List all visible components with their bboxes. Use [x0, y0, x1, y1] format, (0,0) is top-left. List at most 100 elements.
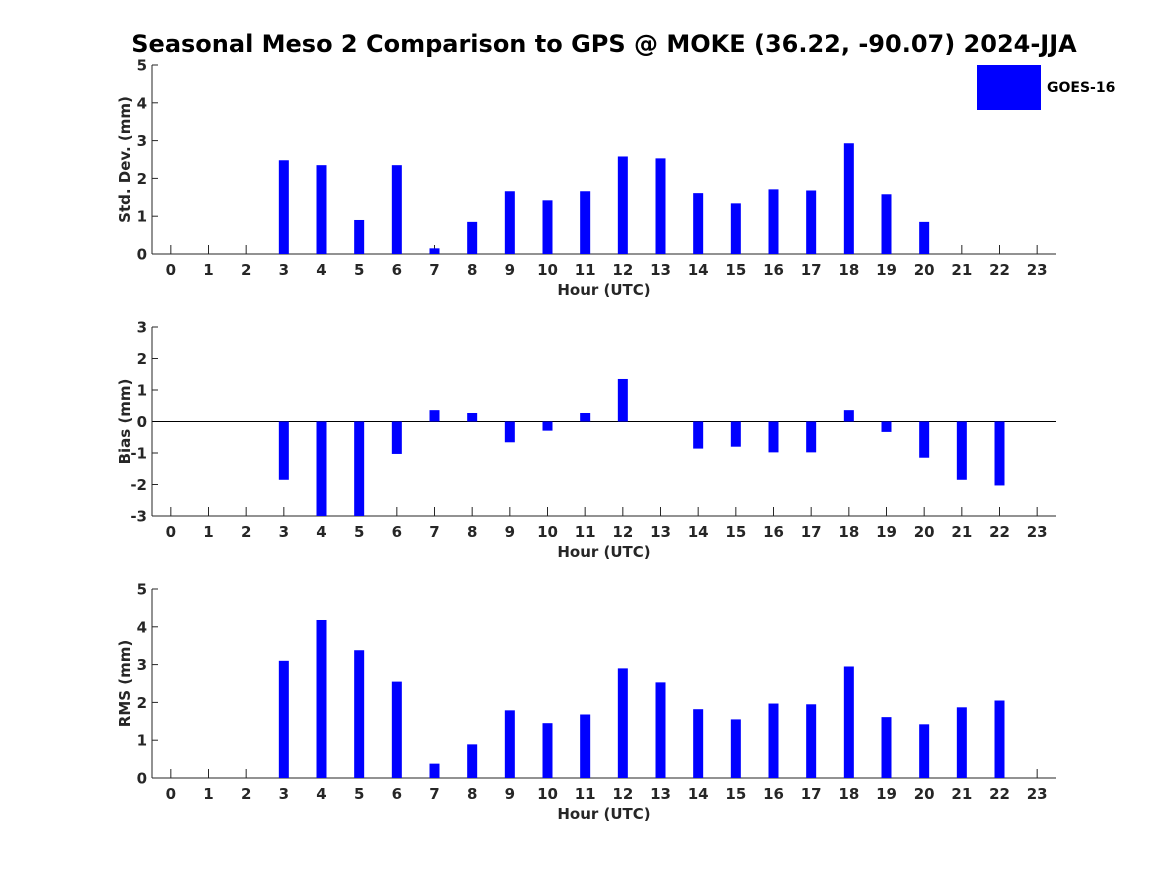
bias-bar-hour-11	[580, 412, 591, 422]
bias-xtick-label: 6	[392, 523, 402, 541]
rms-bar-hour-19	[881, 717, 892, 778]
rms-bar-hour-3	[278, 660, 289, 778]
rms-xtick-label: 22	[989, 785, 1010, 803]
std-dev-xtick-label: 6	[392, 261, 402, 279]
bias-xtick-label: 1	[203, 523, 213, 541]
rms-ytick-label: 0	[137, 770, 147, 788]
std-dev-ytick-label: 5	[137, 57, 147, 75]
std-dev-bar-hour-13	[655, 158, 666, 254]
std-dev-xtick-label: 19	[876, 261, 897, 279]
rms-bar-hour-8	[467, 744, 478, 778]
rms-bar-hour-15	[730, 719, 741, 778]
std-dev-xtick-label: 20	[914, 261, 935, 279]
rms-bar-hour-6	[391, 681, 402, 778]
bias-xtick-label: 21	[951, 523, 972, 541]
bias-xtick-label: 20	[914, 523, 935, 541]
std-dev-bar-hour-12	[617, 156, 628, 254]
rms-xtick-label: 19	[876, 785, 897, 803]
bias-x-axis-label: Hour (UTC)	[557, 543, 650, 561]
rms-bar-hour-5	[354, 650, 365, 778]
std-dev-bar-hour-19	[881, 194, 892, 254]
rms-x-axis-label: Hour (UTC)	[557, 805, 650, 823]
rms-bar-hour-16	[768, 703, 779, 778]
std-dev-xtick-label: 7	[429, 261, 439, 279]
rms-xtick-label: 23	[1027, 785, 1048, 803]
std-dev-bar-hour-7	[429, 248, 440, 254]
legend: GOES-16	[977, 65, 1115, 110]
std-dev-bar-hour-6	[391, 165, 402, 254]
std-dev-bar-hour-16	[768, 189, 779, 254]
bias-xtick-label: 5	[354, 523, 364, 541]
std-dev-bar-hour-5	[354, 219, 365, 254]
rms-xtick-label: 9	[505, 785, 515, 803]
rms-xtick-label: 18	[838, 785, 859, 803]
std-dev-xtick-label: 23	[1027, 261, 1048, 279]
bias-xtick-label: 9	[505, 523, 515, 541]
rms-xtick-label: 17	[801, 785, 822, 803]
bias-xtick-label: 18	[838, 523, 859, 541]
bias-xtick-label: 17	[801, 523, 822, 541]
std-dev-xtick-label: 15	[725, 261, 746, 279]
rms-xtick-label: 12	[612, 785, 633, 803]
std-dev-bar-hour-18	[843, 143, 854, 254]
std-dev-xtick-label: 2	[241, 261, 251, 279]
std-dev-bar-hour-4	[316, 165, 327, 254]
legend-swatch-goes16	[977, 65, 1041, 110]
rms-bar-hour-13	[655, 682, 666, 778]
std-dev-bar-hour-17	[806, 190, 817, 254]
bias-xtick-label: 0	[166, 523, 176, 541]
std-dev-bar-hour-14	[693, 193, 704, 254]
bias-bar-hour-8	[467, 412, 478, 422]
rms-xtick-label: 15	[725, 785, 746, 803]
chart-title: Seasonal Meso 2 Comparison to GPS @ MOKE…	[131, 30, 1077, 58]
rms-xtick-label: 21	[951, 785, 972, 803]
bias-bar-hour-12	[617, 378, 628, 422]
bias-bar-hour-14	[693, 421, 704, 449]
rms-bar-hour-20	[919, 724, 930, 778]
bias-ytick-label: 0	[137, 413, 147, 431]
rms-bar-hour-17	[806, 704, 817, 778]
bias-xtick-label: 12	[612, 523, 633, 541]
bias-bar-hour-7	[429, 410, 440, 422]
rms-ytick-label: 5	[137, 581, 147, 599]
bias-bar-hour-10	[542, 421, 553, 431]
std-dev-xtick-label: 12	[612, 261, 633, 279]
std-dev-xtick-label: 22	[989, 261, 1010, 279]
rms-xtick-label: 5	[354, 785, 364, 803]
std-dev-xtick-label: 13	[650, 261, 671, 279]
std-dev-xtick-label: 10	[537, 261, 558, 279]
bias-bar-hour-20	[919, 421, 930, 458]
rms-xtick-label: 13	[650, 785, 671, 803]
rms-xtick-label: 20	[914, 785, 935, 803]
rms-xtick-label: 3	[279, 785, 289, 803]
bias-bar-hour-9	[504, 421, 515, 443]
bias-ytick-label: 2	[137, 350, 147, 368]
bias-bar-hour-22	[994, 421, 1005, 486]
rms-bar-hour-14	[693, 709, 704, 778]
rms-bar-hour-7	[429, 763, 440, 778]
bias-xtick-label: 7	[429, 523, 439, 541]
rms-xtick-label: 16	[763, 785, 784, 803]
legend-label-goes16: GOES-16	[1047, 80, 1115, 96]
std-dev-bar-hour-9	[504, 191, 515, 254]
std-dev-y-axis-label: Std. Dev. (mm)	[116, 96, 134, 223]
std-dev-xtick-label: 8	[467, 261, 477, 279]
std-dev-xtick-label: 18	[838, 261, 859, 279]
std-dev-bar-hour-8	[467, 221, 478, 254]
rms-ytick-label: 3	[137, 656, 147, 674]
rms-xtick-label: 4	[316, 785, 326, 803]
std-dev-xtick-label: 14	[688, 261, 709, 279]
std-dev-bar-hour-15	[730, 203, 741, 254]
bias-xtick-label: 15	[725, 523, 746, 541]
rms-bar-hour-18	[843, 666, 854, 778]
std-dev-x-axis-label: Hour (UTC)	[557, 281, 650, 299]
rms-xtick-label: 11	[575, 785, 596, 803]
bias-bar-hour-3	[278, 421, 289, 480]
bias-bar-hour-6	[391, 421, 402, 454]
rms-ytick-label: 1	[137, 732, 147, 750]
std-dev-xtick-label: 4	[316, 261, 326, 279]
std-dev-xtick-label: 3	[279, 261, 289, 279]
bias-xtick-label: 14	[688, 523, 709, 541]
bias-xtick-label: 8	[467, 523, 477, 541]
